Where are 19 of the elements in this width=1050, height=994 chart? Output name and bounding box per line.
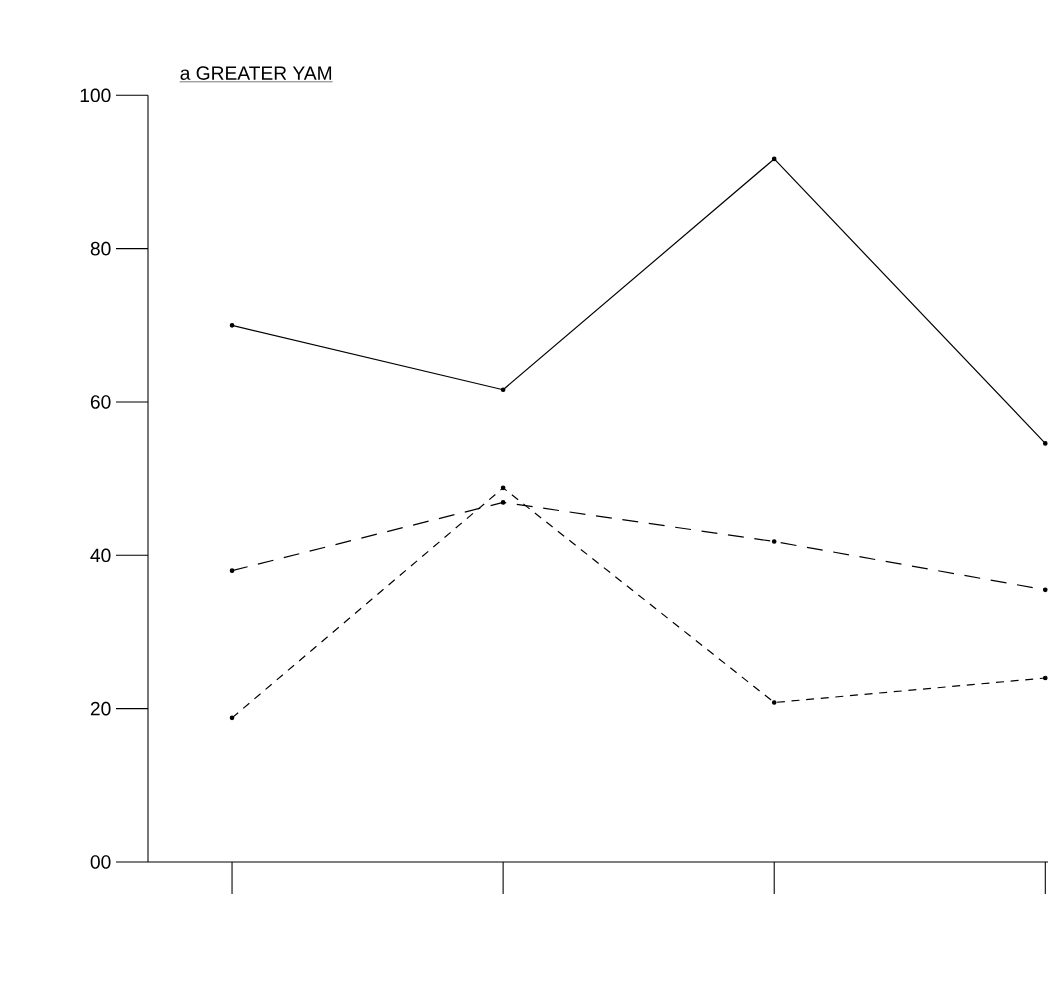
y-tick-label: 80 xyxy=(90,241,111,256)
chart-title: a GREATER YAM xyxy=(180,66,332,80)
point xyxy=(229,568,235,573)
point xyxy=(500,485,506,491)
y-tick-label: 60 xyxy=(90,395,111,409)
point xyxy=(771,700,777,705)
y-tick-label: 20 xyxy=(90,701,111,716)
y-tick-label: 40 xyxy=(90,548,111,563)
point xyxy=(229,322,235,328)
point xyxy=(500,387,506,393)
point xyxy=(771,156,777,162)
y-tick-label: 00 xyxy=(90,855,111,869)
point xyxy=(1042,441,1048,446)
y-tick-label: 100 xyxy=(80,88,111,103)
point xyxy=(1042,675,1048,681)
point xyxy=(771,539,777,544)
point xyxy=(229,715,235,721)
point xyxy=(500,500,506,505)
point xyxy=(1042,587,1048,593)
